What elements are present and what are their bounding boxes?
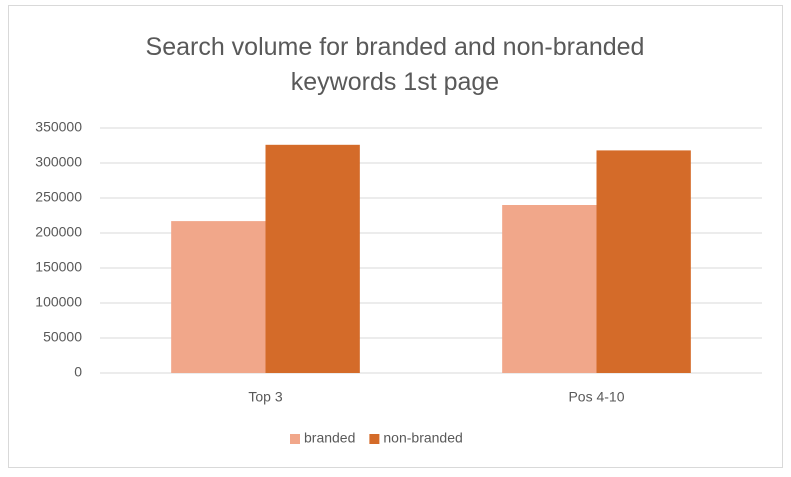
y-tick-label: 50000: [43, 329, 82, 345]
y-tick-label: 100000: [35, 294, 82, 310]
bar: [502, 205, 597, 373]
y-tick-label: 250000: [35, 189, 82, 205]
legend-label: branded: [304, 430, 355, 446]
y-tick-label: 350000: [35, 119, 82, 135]
x-tick-label: Pos 4-10: [568, 389, 624, 405]
bar: [265, 144, 360, 373]
legend-label: non-branded: [383, 430, 462, 446]
y-tick-label: 0: [74, 364, 82, 380]
bar: [596, 150, 691, 373]
y-tick-label: 150000: [35, 259, 82, 275]
chart-title: Search volume for branded and non-brande…: [145, 33, 645, 96]
y-tick-label: 300000: [35, 154, 82, 170]
bar: [171, 221, 266, 373]
legend-swatch: [290, 434, 300, 444]
y-tick-label: 200000: [35, 224, 82, 240]
x-tick-label: Top 3: [248, 389, 282, 405]
legend-swatch: [369, 434, 380, 444]
